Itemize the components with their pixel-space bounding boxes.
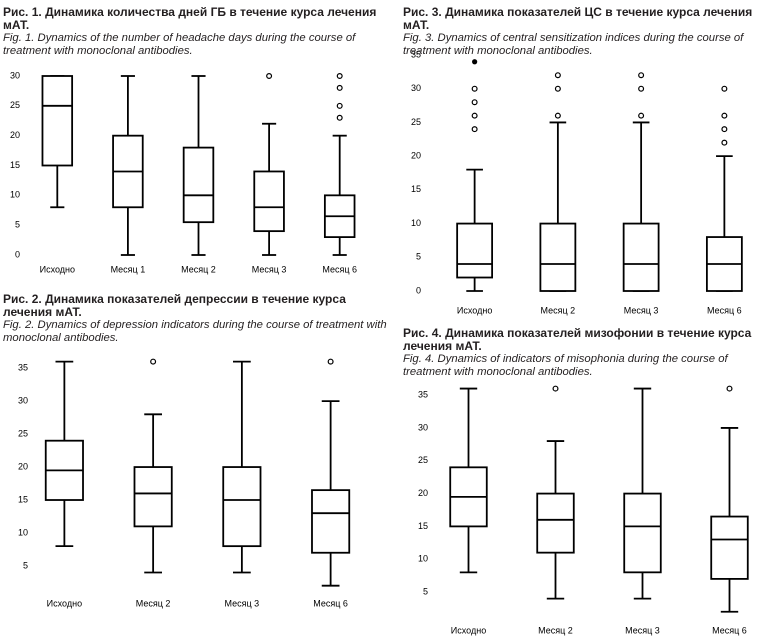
box — [222, 466, 262, 548]
box — [622, 222, 660, 292]
box — [133, 466, 173, 528]
y-tick-label: 25 — [418, 455, 428, 465]
outlier — [336, 114, 343, 121]
y-tick-label: 20 — [10, 130, 20, 140]
box — [253, 170, 285, 233]
chart-title: Рис. 3. Динамика показателей ЦС в течени… — [403, 5, 753, 32]
x-tick-label: Исходно — [40, 264, 75, 274]
y-tick-label: 30 — [418, 422, 428, 432]
outlier — [638, 72, 645, 79]
box — [623, 492, 662, 574]
x-tick-label: Месяц 2 — [538, 625, 573, 635]
caption: Рис. 1. Динамика количества дней ГБ в те… — [3, 6, 388, 58]
y-tick-label: 35 — [418, 390, 428, 400]
outlier — [336, 84, 343, 91]
outlier — [554, 112, 561, 119]
outlier — [471, 99, 478, 106]
chart-title: Рис. 2. Динамика показателей депрессии в… — [3, 292, 346, 319]
x-tick-label: Месяц 6 — [322, 264, 357, 274]
box — [41, 75, 74, 167]
y-tick-label: 15 — [411, 184, 421, 194]
outlier — [554, 72, 561, 79]
outlier — [721, 85, 728, 92]
y-tick-label: 30 — [10, 70, 20, 80]
outlier — [638, 112, 645, 119]
outlier — [336, 102, 343, 109]
y-tick-label: 5 — [15, 220, 20, 230]
chart-title: Рис. 1. Динамика количества дней ГБ в те… — [3, 5, 377, 32]
y-tick-label: 10 — [10, 190, 20, 200]
outlier — [266, 72, 273, 79]
box — [182, 146, 215, 224]
outlier — [721, 139, 728, 146]
y-tick-label: 15 — [10, 160, 20, 170]
y-tick-label: 20 — [411, 151, 421, 161]
y-tick-label: 5 — [416, 252, 421, 262]
chart-title: Рис. 4. Динамика показателей мизофонии в… — [403, 326, 752, 353]
box — [456, 222, 494, 279]
x-tick-label: Месяц 2 — [181, 264, 216, 274]
box — [539, 222, 577, 292]
chart-subtitle: Fig. 3. Dynamics of central sensitizatio… — [403, 32, 744, 57]
chart-subtitle: Fig. 1. Dynamics of the number of headac… — [3, 32, 356, 57]
x-tick-label: Месяц 3 — [624, 305, 659, 315]
outlier — [150, 358, 157, 365]
extreme — [472, 59, 478, 65]
outlier — [726, 385, 733, 392]
outlier — [471, 112, 478, 119]
x-tick-label: Исходно — [47, 598, 82, 608]
y-tick-label: 30 — [411, 83, 421, 93]
y-tick-label: 20 — [18, 461, 28, 471]
x-tick-label: Месяц 3 — [252, 264, 287, 274]
outlier — [327, 358, 334, 365]
y-tick-label: 25 — [10, 100, 20, 110]
y-tick-label: 20 — [418, 488, 428, 498]
x-tick-label: Месяц 2 — [541, 305, 576, 315]
y-tick-label: 25 — [411, 117, 421, 127]
x-tick-label: Месяц 3 — [625, 625, 660, 635]
y-tick-label: 5 — [23, 560, 28, 570]
caption: Рис. 3. Динамика показателей ЦС в течени… — [403, 6, 773, 58]
y-tick-label: 15 — [418, 521, 428, 531]
y-tick-label: 10 — [411, 218, 421, 228]
y-tick-label: 10 — [18, 527, 28, 537]
caption: Рис. 4. Динамика показателей мизофонии в… — [403, 327, 778, 379]
outlier — [471, 85, 478, 92]
y-tick-label: 35 — [411, 49, 421, 59]
y-tick-label: 25 — [18, 428, 28, 438]
outlier — [552, 385, 559, 392]
y-tick-label: 35 — [18, 363, 28, 373]
y-tick-label: 10 — [418, 554, 428, 564]
box — [536, 492, 575, 554]
y-tick-label: 0 — [416, 285, 421, 295]
y-tick-label: 15 — [18, 494, 28, 504]
x-tick-label: Месяц 6 — [313, 598, 348, 608]
x-tick-label: Месяц 2 — [136, 598, 171, 608]
outlier — [638, 85, 645, 92]
chart-subtitle: Fig. 2. Dynamics of depression indicator… — [3, 319, 387, 344]
box — [311, 489, 351, 554]
x-tick-label: Месяц 3 — [225, 598, 260, 608]
outlier — [721, 126, 728, 133]
x-tick-label: Месяц 6 — [712, 625, 747, 635]
x-tick-label: Месяц 1 — [111, 264, 146, 274]
box — [710, 515, 749, 580]
x-tick-label: Исходно — [457, 305, 492, 315]
outlier — [721, 112, 728, 119]
outlier — [336, 72, 343, 79]
chart-subtitle: Fig. 4. Dynamics of indicators of misoph… — [403, 353, 728, 378]
x-tick-label: Исходно — [451, 625, 486, 635]
caption: Рис. 2. Динамика показателей депрессии в… — [3, 293, 388, 345]
y-tick-label: 0 — [15, 249, 20, 259]
x-tick-label: Месяц 6 — [707, 305, 742, 315]
outlier — [554, 85, 561, 92]
outlier — [471, 126, 478, 133]
y-tick-label: 30 — [18, 396, 28, 406]
y-tick-label: 5 — [423, 586, 428, 596]
